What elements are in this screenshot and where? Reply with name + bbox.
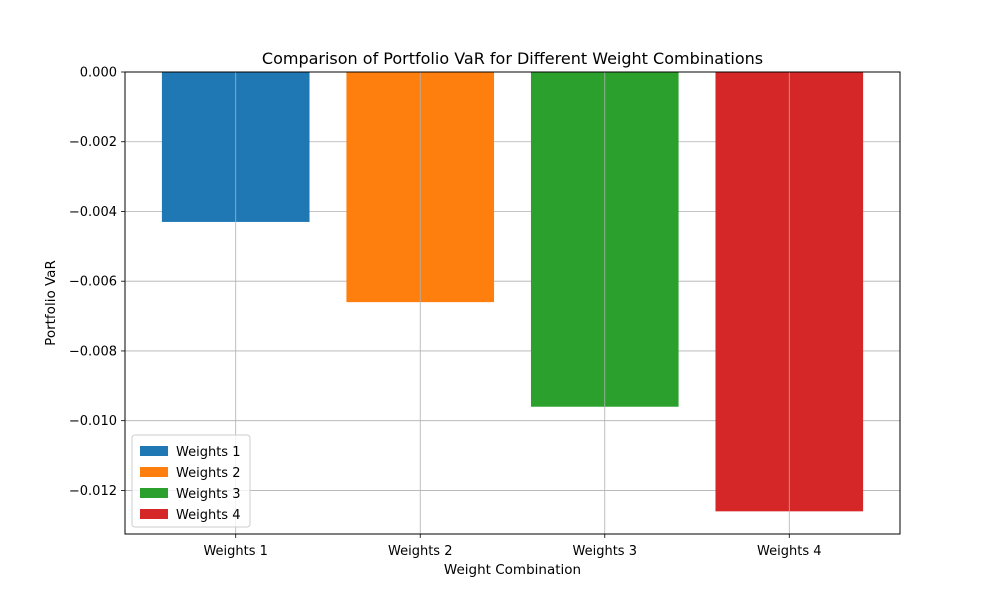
x-tick-label: Weights 2: [388, 544, 452, 559]
legend-label: Weights 3: [176, 487, 240, 502]
legend-box: [131, 434, 251, 528]
y-tick-label: −0.002: [69, 135, 117, 150]
x-tick-label: Weights 1: [203, 544, 267, 559]
legend-swatch: [140, 446, 168, 456]
legend-swatch: [140, 509, 168, 519]
y-axis: 0.000 −0.002 −0.004 −0.006 −0.008 −0.010 −0.01…: [69, 66, 125, 499]
legend-label: Weights 1: [176, 445, 240, 460]
y-tick-label: −0.008: [69, 344, 117, 359]
chart-title: Comparison of Portfolio VaR for Differen…: [262, 49, 763, 68]
y-tick-label: −0.012: [69, 484, 117, 499]
x-axis-label: Weight Combination: [444, 562, 581, 578]
x-axis: Weights 1 Weights 2 Weights 3 Weights 4: [203, 534, 822, 559]
legend-swatch: [140, 467, 168, 477]
legend-label: Weights 2: [176, 466, 240, 481]
x-tick-label: Weights 3: [573, 544, 637, 559]
legend: Weights 1 Weights 2 Weights 3 Weights 4: [131, 434, 251, 528]
y-tick-label: −0.010: [69, 414, 117, 429]
y-axis-label: Portfolio VaR: [43, 260, 59, 346]
plot-frame: [124, 71, 901, 535]
y-tick-label: −0.006: [69, 275, 117, 290]
legend-swatch: [140, 488, 168, 498]
legend-label: Weights 4: [176, 508, 240, 523]
y-tick-label: 0.000: [80, 66, 117, 81]
y-tick-label: −0.004: [69, 205, 117, 220]
x-tick-label: Weights 4: [757, 544, 821, 559]
